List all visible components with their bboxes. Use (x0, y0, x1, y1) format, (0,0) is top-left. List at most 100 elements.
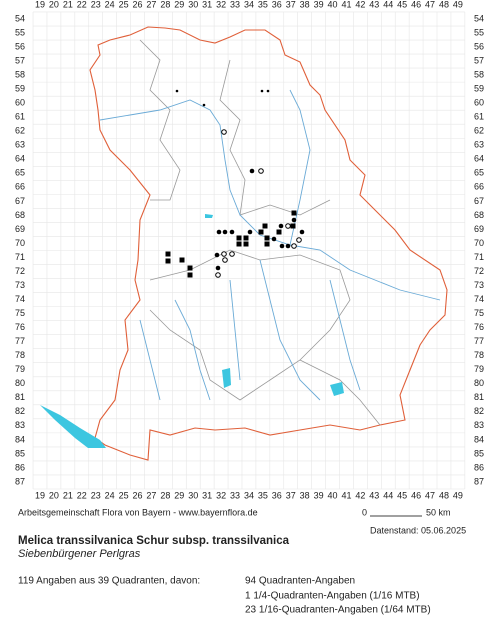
row-label: 76 (15, 322, 25, 332)
row-label: 87 (474, 476, 484, 486)
row-label: 82 (15, 406, 25, 416)
row-label: 65 (15, 168, 25, 178)
column-label: 23 (91, 490, 101, 500)
column-label: 45 (397, 490, 407, 500)
column-label: 48 (439, 0, 449, 9)
column-label: 24 (105, 490, 115, 500)
column-label: 47 (425, 0, 435, 9)
row-label: 58 (15, 69, 25, 79)
row-label: 82 (474, 406, 484, 416)
row-label: 63 (15, 140, 25, 150)
row-label: 71 (474, 252, 484, 262)
column-label: 20 (49, 490, 59, 500)
row-label: 55 (15, 27, 25, 37)
species-name: Melica transsilvanica Schur subsp. trans… (18, 535, 290, 547)
column-label: 21 (63, 0, 73, 9)
row-label: 78 (474, 350, 484, 360)
common-name: Siebenbürgener Perlgras (18, 548, 141, 560)
column-label: 36 (272, 490, 282, 500)
row-label: 73 (474, 280, 484, 290)
row-label: 63 (474, 140, 484, 150)
column-label: 35 (258, 0, 268, 9)
column-label: 28 (160, 490, 170, 500)
row-label: 85 (474, 448, 484, 458)
row-label: 61 (15, 112, 25, 122)
row-label: 61 (474, 112, 484, 122)
column-label: 42 (355, 0, 365, 9)
column-label: 39 (314, 0, 324, 9)
row-label: 80 (474, 378, 484, 388)
column-label: 31 (202, 490, 212, 500)
row-label: 60 (474, 98, 484, 108)
row-label: 62 (474, 126, 484, 136)
column-label: 19 (35, 490, 45, 500)
row-label: 64 (474, 154, 484, 164)
row-label: 73 (15, 280, 25, 290)
summary-line: 23 1/16-Quadranten-Angaben (1/64 MTB) (245, 605, 431, 616)
row-label: 65 (474, 168, 484, 178)
column-label: 33 (230, 490, 240, 500)
row-label: 79 (474, 364, 484, 374)
row-label: 86 (474, 462, 484, 472)
column-label: 48 (439, 490, 449, 500)
column-label: 36 (272, 0, 282, 9)
row-label: 84 (15, 434, 25, 444)
row-label: 67 (474, 196, 484, 206)
column-label: 30 (188, 0, 198, 9)
row-label: 60 (15, 98, 25, 108)
column-label: 32 (216, 0, 226, 9)
row-label: 79 (15, 364, 25, 374)
column-label: 43 (369, 0, 379, 9)
row-label: 57 (474, 55, 484, 65)
grid (32, 11, 466, 490)
row-label: 75 (15, 308, 25, 318)
row-label: 68 (15, 210, 25, 220)
row-label: 71 (15, 252, 25, 262)
row-label: 66 (15, 182, 25, 192)
column-label: 19 (35, 0, 45, 9)
row-label: 68 (474, 210, 484, 220)
row-label: 57 (15, 55, 25, 65)
column-label: 34 (244, 490, 254, 500)
column-label: 40 (328, 490, 338, 500)
row-label: 64 (15, 154, 25, 164)
column-label: 26 (133, 490, 143, 500)
column-label: 28 (160, 0, 170, 9)
row-label: 55 (474, 27, 484, 37)
bavaria-border (89, 26, 448, 461)
row-label: 77 (15, 336, 25, 346)
row-label: 76 (474, 322, 484, 332)
row-label: 83 (474, 420, 484, 430)
row-label: 77 (474, 336, 484, 346)
column-label: 45 (397, 0, 407, 9)
row-label: 74 (474, 294, 484, 304)
column-label: 46 (411, 490, 421, 500)
row-label: 87 (15, 476, 25, 486)
row-label: 85 (15, 448, 25, 458)
row-label: 56 (474, 41, 484, 51)
column-label: 40 (328, 0, 338, 9)
column-label: 41 (341, 0, 351, 9)
row-label: 84 (474, 434, 484, 444)
row-label: 70 (474, 238, 484, 248)
column-label: 34 (244, 0, 254, 9)
row-label: 59 (15, 84, 25, 94)
column-label: 21 (63, 490, 73, 500)
row-label: 69 (15, 224, 25, 234)
column-label: 42 (355, 490, 365, 500)
column-label: 38 (300, 0, 310, 9)
column-label: 31 (202, 0, 212, 9)
column-label: 38 (300, 490, 310, 500)
column-label: 25 (119, 490, 129, 500)
occurrence-markers (165, 89, 305, 278)
column-label: 22 (77, 0, 87, 9)
row-label: 62 (15, 126, 25, 136)
column-label: 33 (230, 0, 240, 9)
column-label: 46 (411, 0, 421, 9)
row-label: 67 (15, 196, 25, 206)
summary-total: 119 Angaben aus 39 Quadranten, davon: (18, 576, 200, 587)
rivers (99, 89, 441, 401)
column-label: 49 (453, 0, 463, 9)
row-label: 81 (15, 392, 25, 402)
row-label: 59 (474, 84, 484, 94)
